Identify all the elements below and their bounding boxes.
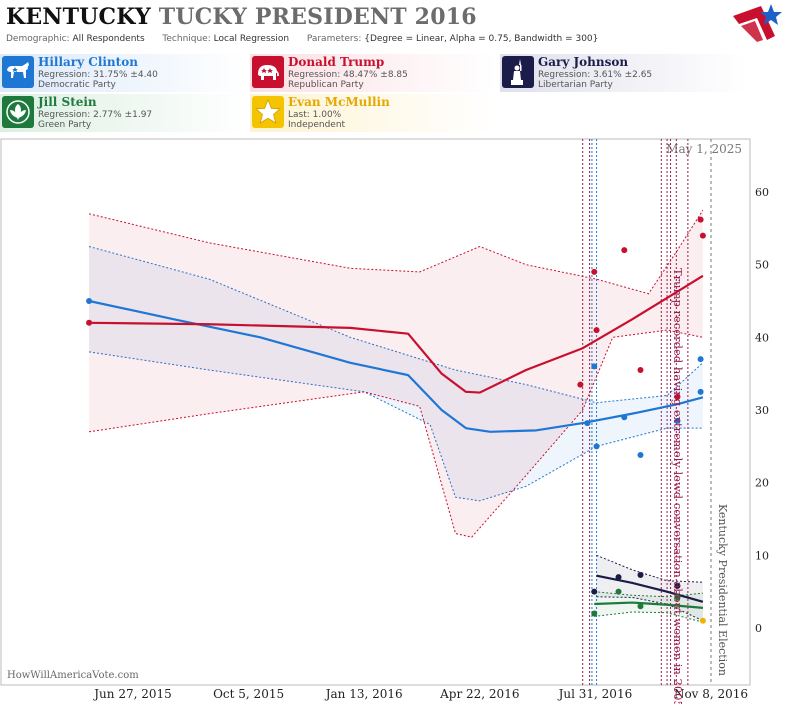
poll-point <box>699 232 706 239</box>
trump-annotation: Trump recorded having extremely lewd con… <box>671 268 685 704</box>
poll-point <box>593 327 600 334</box>
y-tick-label: 50 <box>755 259 769 272</box>
poll-point <box>621 247 628 254</box>
candidate-panel-mcmullin: Evan McMullin Last: 1.00% Independent <box>250 94 496 132</box>
poll-point <box>615 574 622 581</box>
poll-point <box>584 420 591 427</box>
header: KENTUCKY TUCKY PRESIDENT 2016 Demographi… <box>0 0 789 50</box>
poll-point <box>577 381 584 388</box>
poll-point <box>621 414 628 421</box>
poll-point <box>591 588 598 595</box>
band-lower-line <box>596 596 704 622</box>
poll-point <box>674 393 681 400</box>
x-tick-label: Jan 13, 2016 <box>324 687 403 701</box>
poll-point <box>591 268 598 275</box>
x-tick-label: Jul 31, 2016 <box>557 687 633 701</box>
poll-point <box>637 603 644 610</box>
candidate-stat: Regression: 48.47% ±8.85 <box>288 70 408 80</box>
candidate-party: Green Party <box>38 120 92 130</box>
leaf-icon <box>2 96 34 128</box>
poll-point <box>674 594 681 601</box>
star-icon <box>252 96 284 128</box>
y-tick-label: 60 <box>755 186 769 199</box>
candidate-name: Gary Johnson <box>538 55 629 69</box>
band-upper-line <box>596 554 703 583</box>
site-logo-icon <box>733 4 782 42</box>
poll-point <box>591 610 598 617</box>
poll-point <box>674 582 681 589</box>
candidate-name: Jill Stein <box>38 95 97 109</box>
y-tick-label: 10 <box>755 549 769 562</box>
candidate-party: Independent <box>288 120 346 130</box>
demographic-value: All Respondents <box>72 34 145 44</box>
poll-point <box>593 443 600 450</box>
poll-point <box>615 588 622 595</box>
candidate-stat: Regression: 2.77% ±1.97 <box>38 110 153 120</box>
parameters-label: Parameters: <box>306 34 362 44</box>
series-line <box>596 574 704 603</box>
watermark: HowWillAmericaVote.com <box>7 670 139 681</box>
series-line <box>88 299 704 433</box>
candidate-panel-johnson: Gary Johnson Regression: 3.61% ±2.65 Lib… <box>500 54 746 92</box>
poll-point <box>697 388 704 395</box>
candidate-party: Libertarian Party <box>538 80 613 90</box>
y-tick-label: 0 <box>755 622 762 635</box>
poll-point <box>697 356 704 363</box>
chart-area: May 1, 2025 0 10 20 30 40 50 60 Jun 27, 2015 Oct … <box>0 138 789 708</box>
confidence-band <box>89 210 703 538</box>
y-tick-label: 40 <box>755 331 769 344</box>
band-lower-line <box>88 329 704 538</box>
x-tick-label: Apr 22, 2016 <box>439 687 519 701</box>
title-state: KENTUCKY <box>6 4 151 30</box>
confidence-band <box>89 246 703 501</box>
technique-value: Local Regression <box>213 34 290 44</box>
poll-point <box>637 452 644 459</box>
poll-point <box>674 417 681 424</box>
candidate-party: Republican Party <box>288 80 364 90</box>
x-tick-label: Oct 5, 2015 <box>213 687 284 701</box>
candidate-panel-clinton: Hillary Clinton Regression: 31.75% ±4.40… <box>0 54 246 92</box>
page-title: KENTUCKY TUCKY PRESIDENT 2016 <box>6 4 477 30</box>
liberty-icon <box>502 56 534 88</box>
x-tick-label: Nov 8, 2016 <box>674 687 748 701</box>
candidate-name: Donald Trump <box>288 55 385 69</box>
y-tick-label: 20 <box>755 477 769 490</box>
poll-point <box>591 363 598 370</box>
candidate-stat: Regression: 3.61% ±2.65 <box>538 70 653 80</box>
candidate-panel-stein: Jill Stein Regression: 2.77% ±1.97 Green… <box>0 94 246 132</box>
series-line <box>89 274 704 394</box>
date-label: May 1, 2025 <box>666 142 742 156</box>
y-tick-label: 30 <box>755 404 769 417</box>
poll-point <box>697 216 704 223</box>
title-rest: TUCKY PRESIDENT 2016 <box>158 4 477 30</box>
plot-frame <box>0 138 751 686</box>
poll-point <box>637 367 644 374</box>
elephant-icon <box>252 56 284 88</box>
band-lower-line <box>88 351 703 502</box>
poll-chart: May 1, 2025 0 10 20 30 40 50 60 Jun 27, 2015 Oct … <box>0 138 769 708</box>
parameters-line: Demographic: All Respondents Technique: … <box>6 34 598 44</box>
poll-point <box>699 617 706 624</box>
parameters-value: {Degree = Linear, Alpha = 0.75, Bandwidt… <box>364 34 599 44</box>
candidate-party: Democratic Party <box>38 80 116 90</box>
donkey-icon <box>2 56 34 88</box>
poll-point <box>86 319 93 326</box>
election-annotation: Kentucky Presidential Election <box>716 504 729 676</box>
candidate-stat: Last: 1.00% <box>288 110 342 120</box>
candidate-name: Evan McMullin <box>288 95 390 109</box>
demographic-label: Demographic: <box>6 34 70 44</box>
candidate-name: Hillary Clinton <box>38 55 138 69</box>
poll-point <box>86 298 93 304</box>
candidate-stat: Regression: 31.75% ±4.40 <box>38 70 158 80</box>
candidate-panel-trump: Donald Trump Regression: 48.47% ±8.85 Re… <box>250 54 496 92</box>
series-line <box>594 601 704 609</box>
poll-point <box>637 571 644 578</box>
x-tick-label: Jun 27, 2015 <box>92 687 172 701</box>
technique-label: Technique: <box>162 34 211 44</box>
